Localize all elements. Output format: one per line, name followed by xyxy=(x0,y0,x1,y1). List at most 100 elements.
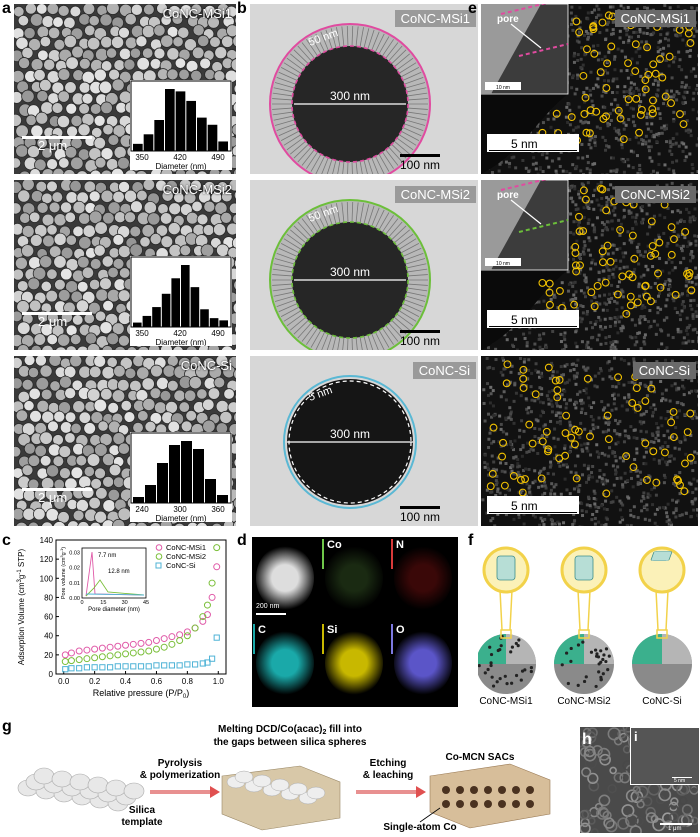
scheme-top-label-2: the gaps between silica spheres xyxy=(214,737,367,748)
single-atom-marker xyxy=(544,363,553,372)
scheme-silica: Silica xyxy=(129,805,156,816)
single-atom-marker xyxy=(567,113,576,121)
single-atom-marker xyxy=(571,261,580,270)
single-atom-marker xyxy=(632,94,641,103)
data-point xyxy=(114,663,121,670)
single-atom-marker xyxy=(641,76,650,85)
single-atom-marker xyxy=(567,433,576,442)
data-point xyxy=(191,661,199,668)
histogram-tick: 420 xyxy=(173,329,187,338)
sem-sample-label: CoNC-MSi1 xyxy=(162,6,232,21)
single-atom-marker xyxy=(488,469,497,478)
data-point xyxy=(91,645,99,653)
single-atom-marker xyxy=(592,107,601,116)
legend-marker xyxy=(155,553,163,560)
inset-x-tick: 15 xyxy=(100,600,106,606)
single-atom-marker xyxy=(646,297,655,306)
y-tick-label: 80 xyxy=(44,593,53,602)
single-atom-marker xyxy=(683,269,692,278)
single-atom-marker xyxy=(633,403,642,412)
single-atom-marker xyxy=(572,267,581,276)
y-axis-label: Adsorption Volume (cm3g-1 STP) xyxy=(17,549,26,666)
single-atom-marker xyxy=(661,92,670,101)
inset-annotation: 12.8 nm xyxy=(108,569,130,575)
single-atom-marker xyxy=(603,411,612,420)
single-atom-marker xyxy=(684,272,693,281)
single-atom-marker xyxy=(686,39,695,47)
single-atom-marker xyxy=(575,28,584,37)
single-atom-marker xyxy=(602,489,611,498)
single-atom-marker xyxy=(630,254,639,263)
inset-x-tick: 30 xyxy=(122,600,128,606)
single-atom-marker xyxy=(519,374,528,383)
histogram-bar xyxy=(205,479,216,503)
sem-scale-text: 2 μm xyxy=(38,138,68,153)
single-atom-marker xyxy=(669,407,678,416)
single-atom-marker xyxy=(618,272,627,281)
isotherm-chart: 0 20 40 60 80 100 120 140 0.0 0.2 0.4 0.6 0.8 1.0 Rela… xyxy=(17,536,227,700)
eds-element-label: Si xyxy=(327,624,338,636)
y-tick-label: 100 xyxy=(40,574,54,583)
single-atom-marker xyxy=(555,286,564,295)
histogram-bar xyxy=(219,320,228,327)
single-atom-marker xyxy=(603,241,612,250)
single-atom-marker xyxy=(636,111,645,119)
histogram-bar xyxy=(154,120,164,151)
single-atom-marker xyxy=(586,432,594,441)
data-point xyxy=(129,640,137,648)
eds-map: 200 nm xyxy=(252,537,320,621)
diameter-histogram: 240 300 360 Diameter (nm) xyxy=(130,432,232,523)
eds-color-bar xyxy=(322,624,324,654)
single-atom-marker xyxy=(602,84,611,92)
data-point xyxy=(168,640,176,648)
panel-label-h: h xyxy=(582,731,592,748)
panel-label-g: g xyxy=(2,718,12,735)
single-atom-marker xyxy=(648,242,657,250)
legend-marker xyxy=(155,562,162,569)
data-point xyxy=(75,656,83,664)
legend-label: CoNC-MSi1 xyxy=(166,543,206,552)
inset-y-tick: 0.01 xyxy=(69,581,80,587)
single-atom-marker xyxy=(489,423,498,432)
single-atom-marker xyxy=(583,45,591,54)
data-point xyxy=(161,662,168,669)
single-atom-marker xyxy=(667,418,676,427)
inset-y-tick: 0.00 xyxy=(69,596,80,602)
scheme-product: Co-MCN SACs xyxy=(446,752,515,763)
eds-map: Si xyxy=(321,622,389,706)
data-point xyxy=(183,632,191,640)
histogram-xlabel: Diameter (nm) xyxy=(155,338,206,346)
single-atom-marker xyxy=(651,69,660,78)
data-point xyxy=(137,648,145,656)
tem-scale-bar xyxy=(400,506,440,509)
single-atom-marker xyxy=(587,288,596,297)
data-point xyxy=(83,664,91,671)
inset-x-label: Pore diameter (nm) xyxy=(88,607,140,613)
data-point xyxy=(61,658,69,666)
single-atom-marker xyxy=(643,43,652,52)
histogram-bar xyxy=(181,265,190,327)
eds-map: Co xyxy=(321,537,389,621)
single-atom-marker xyxy=(590,49,599,58)
single-atom-marker xyxy=(607,42,616,51)
data-point xyxy=(122,650,130,658)
single-atom-marker xyxy=(596,184,605,193)
single-atom-marker xyxy=(633,298,642,307)
single-atom-marker xyxy=(658,73,667,82)
tem-sample-label: CoNC-MSi1 xyxy=(394,10,476,27)
panel-label-b: b xyxy=(237,0,247,17)
data-point xyxy=(203,611,211,619)
histogram-bar xyxy=(133,497,144,503)
data-point xyxy=(176,662,183,669)
data-point xyxy=(122,663,129,670)
single-atom-marker xyxy=(571,425,580,434)
single-atom-marker xyxy=(581,93,590,102)
single-atom-marker xyxy=(518,488,527,497)
histogram-tick: 420 xyxy=(173,153,187,162)
x-tick-label: 0.6 xyxy=(151,677,163,686)
data-point xyxy=(176,631,184,639)
single-atom-marker xyxy=(581,195,590,204)
eds-color-bar xyxy=(253,624,255,654)
single-atom-marker xyxy=(562,411,571,420)
single-atom-marker xyxy=(656,283,665,292)
